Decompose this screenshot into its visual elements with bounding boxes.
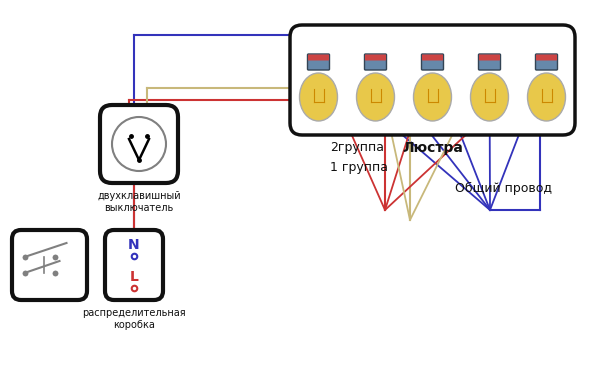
FancyBboxPatch shape	[536, 54, 557, 70]
Text: 2группа: 2группа	[330, 141, 384, 154]
FancyBboxPatch shape	[12, 230, 87, 300]
Ellipse shape	[356, 73, 395, 121]
FancyBboxPatch shape	[365, 54, 386, 70]
Text: распределительная
коробка: распределительная коробка	[82, 308, 186, 330]
FancyBboxPatch shape	[479, 54, 500, 60]
FancyBboxPatch shape	[536, 54, 557, 60]
Text: N: N	[128, 238, 140, 252]
Text: двухклавишный
выключатель: двухклавишный выключатель	[97, 191, 181, 213]
Text: Люстра: Люстра	[402, 141, 463, 155]
FancyBboxPatch shape	[290, 25, 575, 135]
Text: 1 группа: 1 группа	[330, 162, 388, 174]
FancyBboxPatch shape	[422, 54, 443, 60]
FancyBboxPatch shape	[100, 105, 178, 183]
FancyBboxPatch shape	[365, 54, 386, 60]
FancyBboxPatch shape	[308, 54, 329, 60]
Ellipse shape	[470, 73, 509, 121]
FancyBboxPatch shape	[105, 230, 163, 300]
Text: L: L	[130, 270, 139, 284]
Ellipse shape	[413, 73, 452, 121]
FancyBboxPatch shape	[479, 54, 500, 70]
FancyBboxPatch shape	[421, 54, 443, 70]
FancyBboxPatch shape	[308, 54, 329, 70]
Circle shape	[112, 117, 166, 171]
Ellipse shape	[527, 73, 566, 121]
Text: Общий провод: Общий провод	[455, 182, 552, 195]
Ellipse shape	[299, 73, 337, 121]
